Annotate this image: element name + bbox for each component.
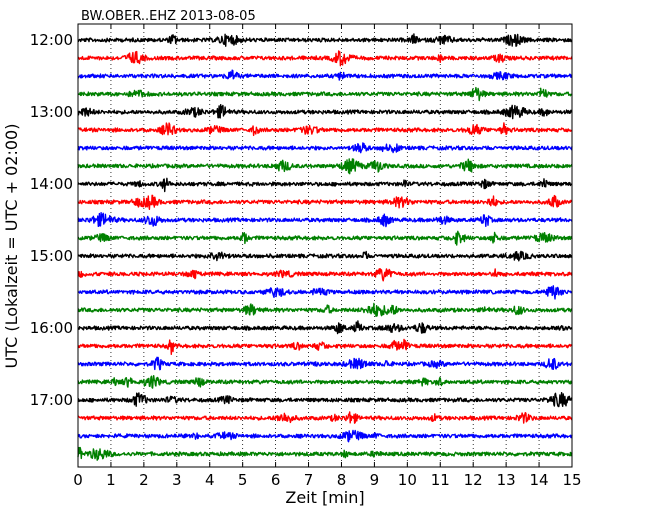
x-tick-label: 12 [464, 471, 483, 489]
seismic-trace [77, 212, 573, 228]
x-tick-label: 3 [172, 471, 182, 489]
y-tick-label: 16:00 [30, 319, 73, 337]
x-tick-label: 6 [271, 471, 281, 489]
seismic-trace [77, 50, 573, 67]
x-tick-label: 7 [304, 471, 314, 489]
y-tick-label: 15:00 [30, 247, 73, 265]
seismic-trace [77, 194, 573, 210]
seismic-trace [77, 268, 573, 282]
y-tick-label: 13:00 [30, 103, 73, 121]
x-tick-label: 9 [370, 471, 380, 489]
y-tick-label: 17:00 [30, 391, 73, 409]
seismic-trace [77, 429, 573, 443]
seismic-trace [77, 338, 573, 355]
y-axis-ticks: 12:00 13:00 14:00 15:00 16:00 17:00 [30, 31, 572, 409]
plot-frame [77, 23, 573, 468]
x-tick-label: 0 [73, 471, 83, 489]
seismic-trace [77, 142, 573, 154]
y-axis-title: UTC (Lokalzeit = UTC + 02:00) [2, 124, 21, 369]
x-tick-label: 15 [562, 471, 581, 489]
seismic-trace [77, 69, 573, 81]
seismic-trace [77, 104, 573, 120]
x-tick-label: 4 [205, 471, 215, 489]
seismic-trace [77, 122, 573, 137]
y-tick-label: 12:00 [30, 31, 73, 49]
y-tick-label: 14:00 [30, 175, 73, 193]
seismic-traces [77, 33, 573, 461]
seismic-trace [77, 320, 573, 335]
seismic-trace [77, 375, 573, 389]
seismic-trace [77, 250, 573, 262]
seismic-trace [77, 177, 573, 193]
x-tick-label: 11 [431, 471, 450, 489]
seismic-trace [77, 285, 573, 300]
x-tick-label: 5 [238, 471, 248, 489]
x-axis-title: Zeit [min] [285, 488, 364, 507]
x-tick-label: 1 [106, 471, 116, 489]
seismic-trace [77, 302, 573, 317]
seismic-trace [77, 230, 573, 246]
seismic-trace [77, 392, 573, 408]
plot-background [78, 24, 572, 467]
x-tick-label: 14 [530, 471, 549, 489]
seismic-trace [77, 356, 573, 371]
seismic-trace [77, 411, 573, 424]
x-tick-label: 13 [497, 471, 516, 489]
x-tick-label: 10 [398, 471, 417, 489]
chart-title: BW.OBER..EHZ 2013-08-05 [81, 9, 256, 24]
x-tick-label: 2 [139, 471, 149, 489]
x-axis-ticks: 0 1 2 3 4 5 6 7 8 9 10 11 12 13 14 15 [73, 24, 582, 489]
seismic-trace [77, 86, 573, 102]
x-tick-label: 8 [337, 471, 347, 489]
seismic-trace [77, 158, 573, 175]
seismic-trace [77, 33, 573, 47]
seismic-trace [77, 446, 573, 461]
